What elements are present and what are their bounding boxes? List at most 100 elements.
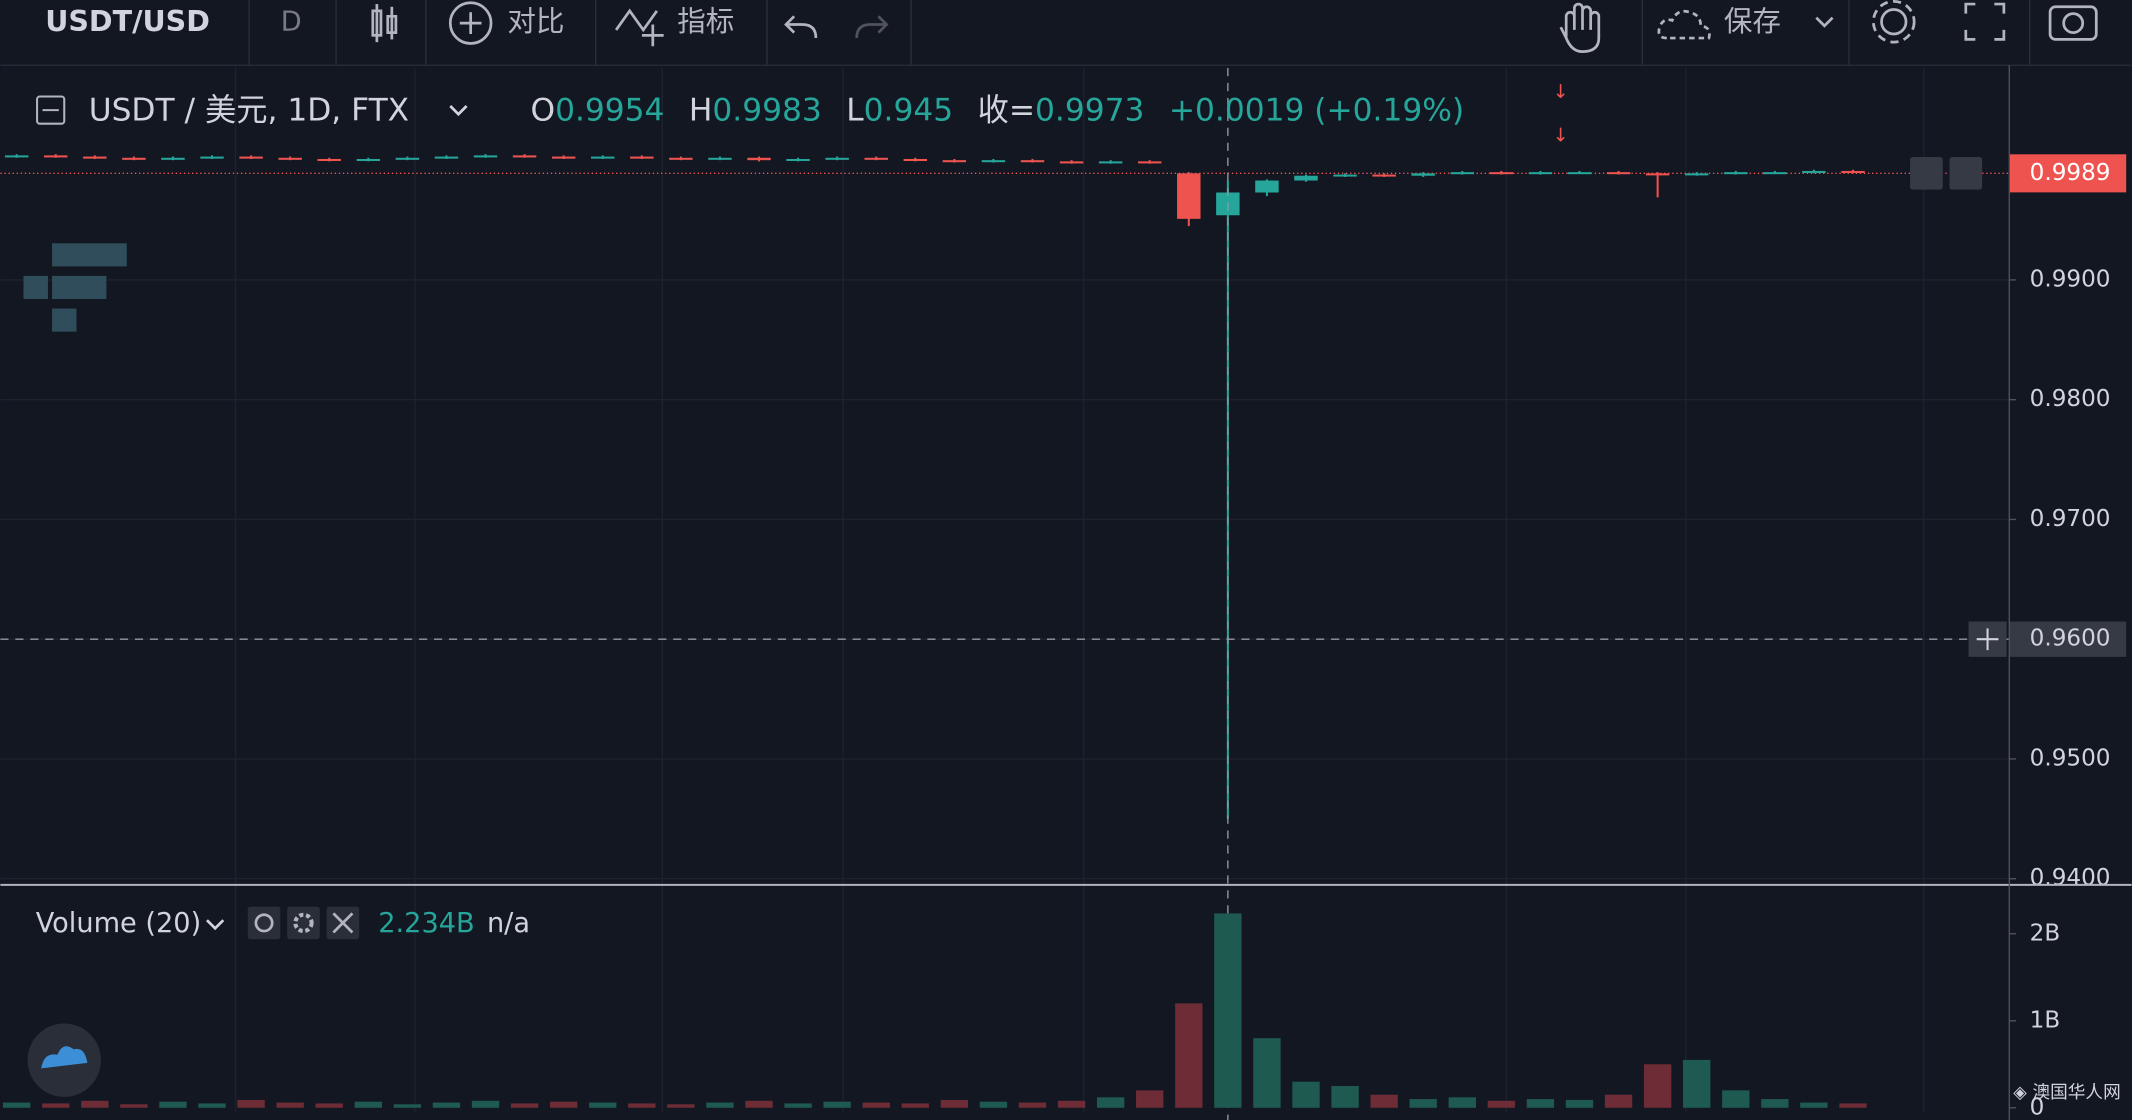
candle-body xyxy=(122,157,146,160)
grid xyxy=(0,67,2010,1112)
settings-button[interactable] xyxy=(1880,8,1908,36)
candle-body xyxy=(1177,173,1201,219)
candle-body xyxy=(1489,172,1514,175)
volume-settings[interactable] xyxy=(287,906,320,940)
volume-bar xyxy=(628,1103,656,1108)
candle-body xyxy=(278,157,302,160)
volume-bar xyxy=(745,1100,773,1108)
last-price-label: 0.9989 xyxy=(2030,160,2111,186)
scale-btn xyxy=(1949,157,1983,190)
candle-body xyxy=(395,157,420,160)
volume-bar xyxy=(1175,1003,1203,1108)
y-tick-label: 0 xyxy=(2030,1094,2045,1120)
collapse-button[interactable] xyxy=(36,95,66,125)
volume-bar xyxy=(784,1103,812,1108)
candle-body xyxy=(708,157,732,160)
eye-icon xyxy=(254,913,274,933)
candle-body xyxy=(551,156,576,159)
volume-bar xyxy=(1526,1099,1555,1108)
volume-bar xyxy=(706,1102,734,1108)
volume-bar xyxy=(1214,913,1242,1108)
volume-extra: n/a xyxy=(487,908,530,939)
candle-body xyxy=(1138,161,1162,164)
symbol-button[interactable]: USDT/USD xyxy=(45,5,210,38)
volume-bar xyxy=(1057,1100,1086,1108)
ohlc-value: 0.9983 xyxy=(712,92,821,128)
interval-button[interactable]: D xyxy=(281,7,302,38)
volume-bar xyxy=(276,1102,304,1108)
settings-gear xyxy=(1872,0,1916,44)
candle-body xyxy=(825,157,849,160)
scale-btn xyxy=(1910,157,1943,190)
candle-body xyxy=(1802,170,1826,173)
candle-body xyxy=(1684,173,1709,176)
volume-bar xyxy=(1253,1038,1281,1108)
volume-bar xyxy=(901,1103,929,1108)
volume-bar xyxy=(1800,1102,1828,1108)
indicator-icon[interactable] xyxy=(614,8,664,47)
volume-bar xyxy=(1487,1100,1516,1108)
ohlc-value: 0.9954 xyxy=(555,92,664,128)
crosshair-tag xyxy=(2009,621,2127,657)
ohlc-value: 0.945 xyxy=(864,92,953,128)
candle-body xyxy=(434,156,459,159)
candle-body xyxy=(981,160,1006,163)
close-icon xyxy=(332,912,354,934)
y-tick-label: 2B xyxy=(2030,920,2061,946)
volume-menu[interactable] xyxy=(206,919,225,931)
y-tick-label: 0.9900 xyxy=(2030,266,2111,292)
last-price-tag xyxy=(2009,154,2127,193)
volume-bar xyxy=(979,1101,1008,1108)
ohlc-key: O xyxy=(530,92,555,128)
plot xyxy=(0,67,2010,1120)
volume-bar xyxy=(1331,1086,1359,1108)
candle-body xyxy=(1606,172,1631,175)
save-button[interactable]: 保存 xyxy=(1724,5,1781,38)
candle-body xyxy=(1841,170,1865,173)
chart-style-button[interactable] xyxy=(371,4,398,43)
candle-body xyxy=(1528,172,1553,175)
fullscreen-button[interactable] xyxy=(1964,2,2006,41)
brand-logo-mark xyxy=(41,1046,88,1069)
candle-body xyxy=(317,158,341,162)
candle-body xyxy=(1372,174,1396,177)
candle-body xyxy=(747,157,771,161)
watermark-text: ◈ 澳国华人网 xyxy=(2013,1082,2120,1103)
volume-title: Volume (20) xyxy=(36,908,201,939)
volume-bar xyxy=(1292,1081,1320,1108)
candle-body xyxy=(1333,174,1357,177)
marker-arrow: ↓ xyxy=(1553,124,1569,146)
candle-body xyxy=(864,157,888,160)
candle-body xyxy=(44,155,68,158)
volume-bar xyxy=(1448,1097,1476,1108)
crosshair-label: 0.9600 xyxy=(2030,626,2111,652)
indicators-button[interactable]: 指标 xyxy=(677,5,734,38)
candle-body xyxy=(1450,172,1475,175)
ohlc-key: H xyxy=(689,92,713,128)
compare-button[interactable]: 对比 xyxy=(507,5,564,38)
volume-bar xyxy=(510,1103,539,1108)
snapshot-lens xyxy=(2062,12,2085,34)
candle-body xyxy=(1724,172,1748,175)
volume-bar xyxy=(1643,1064,1672,1108)
candle-body xyxy=(786,158,810,162)
candle-body xyxy=(239,156,263,159)
series-menu[interactable] xyxy=(449,105,468,117)
save-menu[interactable] xyxy=(1815,16,1834,28)
volume-visibility[interactable] xyxy=(247,906,281,940)
volume-bar xyxy=(81,1100,109,1108)
candle-body xyxy=(161,157,185,160)
volume-bar xyxy=(1370,1094,1398,1108)
compare-icon[interactable] xyxy=(448,1,493,45)
volume-bar xyxy=(862,1102,890,1108)
redo-button[interactable] xyxy=(855,15,889,39)
compare-icon-plus xyxy=(459,12,482,34)
volume-bar xyxy=(471,1100,500,1108)
candle-body xyxy=(83,156,107,159)
candle-body xyxy=(630,156,654,159)
hand-button[interactable] xyxy=(1559,2,1601,54)
snapshot-button[interactable] xyxy=(2048,5,2098,41)
undo-button[interactable] xyxy=(784,15,818,39)
